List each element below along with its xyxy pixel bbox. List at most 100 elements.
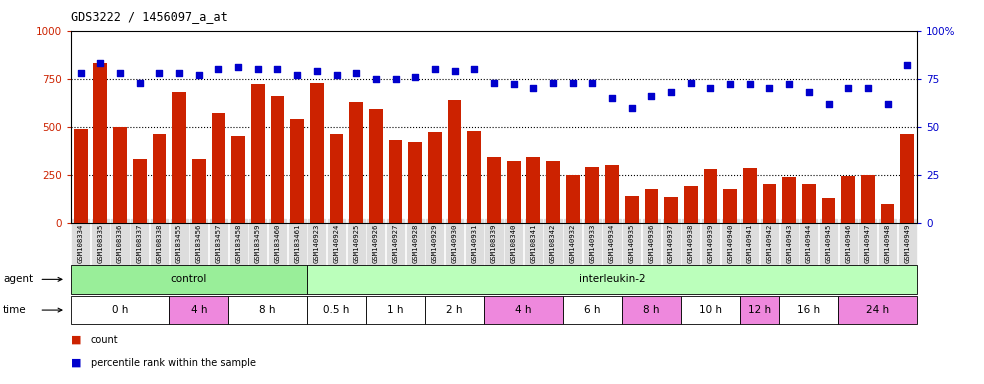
Text: percentile rank within the sample: percentile rank within the sample (91, 358, 256, 368)
Point (348, 70, 364, 76)
Point (388, 76, 403, 82)
Bar (389, 140, 402, 223)
Point (211, 66, 226, 72)
Point (250, 66, 266, 72)
Point (840, 85, 856, 91)
Text: 10 h: 10 h (699, 305, 722, 315)
Bar (271, 96, 284, 223)
Bar (330, 134, 343, 223)
Text: 24 h: 24 h (866, 305, 890, 315)
Bar (251, 84, 265, 223)
Bar (743, 168, 757, 223)
Point (427, 66, 443, 72)
Bar (172, 92, 186, 223)
Bar (585, 167, 599, 223)
Bar (802, 184, 816, 223)
Point (447, 68, 462, 74)
Text: ■: ■ (71, 335, 82, 345)
Bar (782, 177, 796, 223)
Bar (290, 119, 304, 223)
Bar (861, 175, 875, 223)
Point (506, 81, 522, 88)
Bar (310, 83, 324, 223)
Point (722, 81, 738, 88)
Text: 0.5 h: 0.5 h (324, 305, 349, 315)
Text: 4 h: 4 h (191, 305, 207, 315)
Text: interleukin-2: interleukin-2 (579, 274, 646, 285)
Point (565, 79, 581, 86)
Point (486, 79, 502, 86)
Point (191, 72, 207, 78)
Text: 6 h: 6 h (584, 305, 600, 315)
Bar (900, 134, 914, 223)
Point (899, 62, 915, 68)
Point (545, 79, 561, 86)
Bar (192, 159, 206, 223)
Text: 8 h: 8 h (260, 305, 276, 315)
Bar (645, 189, 658, 223)
Bar (822, 198, 835, 223)
Point (525, 85, 541, 91)
Point (407, 74, 423, 80)
Point (368, 76, 384, 82)
Point (821, 101, 836, 107)
Point (289, 72, 305, 78)
Bar (408, 142, 422, 223)
Point (683, 79, 699, 86)
Bar (487, 157, 501, 223)
Point (92, 60, 108, 66)
Bar (704, 169, 717, 223)
Point (152, 70, 167, 76)
Point (860, 85, 876, 91)
Point (880, 101, 895, 107)
Bar (546, 161, 560, 223)
Text: 4 h: 4 h (516, 305, 531, 315)
Text: agent: agent (3, 274, 33, 285)
Text: count: count (91, 335, 118, 345)
Bar (448, 100, 461, 223)
Point (624, 104, 640, 111)
Bar (566, 175, 580, 223)
Point (703, 85, 718, 91)
Text: 2 h: 2 h (447, 305, 462, 315)
Bar (467, 131, 481, 223)
Text: 1 h: 1 h (388, 305, 403, 315)
Text: control: control (171, 274, 207, 285)
Bar (212, 113, 225, 223)
Point (132, 79, 148, 86)
Text: 8 h: 8 h (644, 305, 659, 315)
Bar (113, 127, 127, 223)
Bar (133, 159, 147, 223)
Text: ■: ■ (71, 358, 82, 368)
Point (466, 66, 482, 72)
Point (644, 93, 659, 99)
Point (73, 70, 89, 76)
Text: GDS3222 / 1456097_a_at: GDS3222 / 1456097_a_at (71, 10, 227, 23)
Text: 0 h: 0 h (112, 305, 128, 315)
Point (270, 66, 285, 72)
Bar (625, 196, 639, 223)
Bar (349, 102, 363, 223)
Bar (763, 184, 776, 223)
Point (663, 89, 679, 95)
Bar (231, 136, 245, 223)
Point (309, 68, 325, 74)
Bar (93, 63, 107, 223)
Point (230, 64, 246, 70)
Bar (605, 165, 619, 223)
Bar (428, 132, 442, 223)
Bar (74, 129, 88, 223)
Bar (723, 189, 737, 223)
Point (171, 70, 187, 76)
Text: time: time (3, 305, 27, 315)
Point (604, 95, 620, 101)
Point (742, 81, 758, 88)
Bar (841, 176, 855, 223)
Bar (153, 134, 166, 223)
Text: 16 h: 16 h (797, 305, 821, 315)
Bar (664, 197, 678, 223)
Point (801, 89, 817, 95)
Point (584, 79, 600, 86)
Point (781, 81, 797, 88)
Point (112, 70, 128, 76)
